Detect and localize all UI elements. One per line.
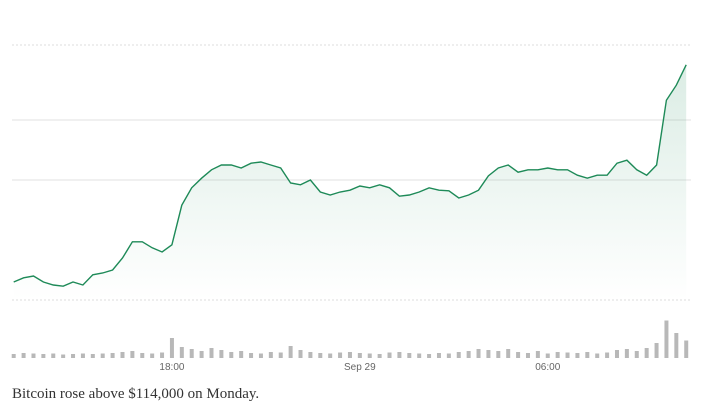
volume-bar [486, 350, 491, 358]
x-tick-label: 18:00 [159, 362, 184, 373]
volume-bar [169, 338, 174, 358]
volume-bar [674, 333, 679, 358]
volume-bar [585, 352, 590, 358]
volume-bar [535, 351, 540, 358]
x-tick-label: 06:00 [535, 362, 560, 373]
volume-bar [525, 353, 530, 358]
volume-bar [189, 349, 194, 358]
volume-bar [555, 352, 560, 358]
volume-bar [377, 354, 382, 358]
volume-bar [614, 350, 619, 358]
area [13, 64, 687, 300]
volume-bar [506, 349, 511, 358]
volume-bar [338, 352, 343, 358]
volume-bar [239, 351, 244, 358]
volume-bar [71, 354, 76, 358]
volume-bar [476, 349, 481, 358]
volume-bar [466, 351, 471, 358]
volume-bar [61, 354, 66, 358]
volume-bar [328, 353, 333, 358]
volume-bar [199, 351, 204, 358]
volume-bar [219, 350, 224, 358]
volume-bar [209, 348, 214, 358]
volume-bar [595, 353, 600, 358]
volume-bar [417, 353, 422, 358]
volume-bar [664, 320, 669, 358]
volume-bar [446, 353, 451, 358]
x-tick-label: Sep 29 [344, 362, 376, 373]
volume-bar [496, 351, 501, 358]
volume-bar [516, 352, 521, 358]
volume-bar [654, 343, 659, 358]
volume-bar [288, 346, 293, 358]
volume-bar [634, 351, 639, 358]
volume-bar [140, 353, 145, 358]
volume-bar [110, 353, 115, 358]
volume-bar [278, 352, 283, 358]
volume-bar [624, 349, 629, 358]
volume-bar [249, 353, 254, 358]
price-line [13, 64, 687, 287]
volume-bar [179, 347, 184, 358]
volume-bar [80, 353, 85, 358]
volume-bar [427, 354, 432, 358]
volume-bar [41, 354, 46, 358]
volume-bar [130, 351, 135, 358]
volume-bar [367, 353, 372, 358]
volume-bar [318, 353, 323, 358]
volume-bar [565, 352, 570, 358]
volume-bar [436, 353, 441, 358]
volume-bar [51, 353, 56, 358]
volume-bar [100, 353, 105, 358]
volume-bar [308, 352, 313, 358]
volume-bar [229, 352, 234, 358]
volume-bar [21, 353, 26, 358]
volume-bar [387, 352, 392, 358]
volume-bar [31, 353, 36, 358]
volume-bar [644, 348, 649, 358]
volume-bar [11, 354, 16, 358]
volume-bar [120, 352, 125, 358]
volume-bar [575, 353, 580, 358]
volume-bar [160, 352, 165, 358]
volume-bar [298, 350, 303, 358]
volume-bar [684, 340, 689, 358]
volume-bar [90, 354, 95, 358]
volume-bar [347, 352, 352, 358]
volume-bar [456, 352, 461, 358]
volume-bar [258, 353, 263, 358]
volume-bar [150, 353, 155, 358]
volume-bar [407, 353, 412, 358]
volume-bar [605, 352, 610, 358]
volume-bar [545, 353, 550, 358]
volume-bar [397, 352, 402, 358]
volume-bar [268, 352, 273, 358]
caption: Bitcoin rose above $114,000 on Monday. [12, 386, 259, 402]
volume-bar [357, 353, 362, 358]
